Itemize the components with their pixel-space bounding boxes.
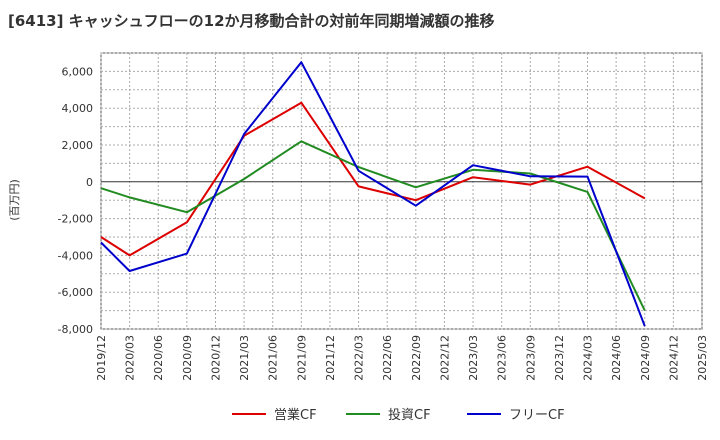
x-tick-label: 2025/03 [696,335,709,381]
series-line [100,140,646,312]
x-tick-label: 2022/03 [353,335,366,381]
legend-label: フリーCF [509,408,565,423]
x-tick-label: 2021/09 [295,335,308,381]
x-tick-label: 2023/03 [467,335,480,381]
series-lines [100,61,646,327]
x-tick-label: 2022/12 [438,335,451,381]
x-tick-label: 2024/12 [667,335,680,381]
x-tick-label: 2023/12 [553,335,566,381]
x-tick-label: 2024/03 [582,335,595,381]
y-axis-label: (百万円) [8,179,21,221]
x-tick-label: 2021/03 [238,335,251,381]
x-tick-label: 2020/06 [152,335,165,381]
series-line [100,61,646,327]
y-tick-label: 4,000 [62,102,94,115]
x-tick-label: 2022/09 [410,335,423,381]
legend: 営業CF 投資CF フリーCF [232,407,565,423]
y-tick-label: 2,000 [62,139,94,152]
y-tick-label: -2,000 [58,213,93,226]
y-tick-label: -4,000 [58,249,93,262]
x-tick-label: 2021/06 [267,335,280,381]
x-tick-label: 2024/06 [610,335,623,381]
x-tick-label: 2020/12 [209,335,222,381]
y-tick-label: -8,000 [58,323,93,336]
x-tick-label: 2023/06 [496,335,509,381]
x-tick-label: 2022/06 [381,335,394,381]
y-tick-label: -6,000 [58,286,93,299]
plot-frame [100,52,703,330]
x-tick-label: 2020/09 [181,335,194,381]
y-tick-label: 6,000 [62,65,94,78]
y-axis: -8,000 -6,000 -4,000 -2,000 0 2,000 4,000 6,000 [58,65,93,336]
y-tick-label: 0 [86,176,93,189]
x-tick-label: 2020/03 [124,335,137,381]
chart-title: [6413] キャッシュフローの12か月移動合計の対前年同期増減額の推移 [8,12,495,30]
x-tick-label: 2021/12 [324,335,337,381]
legend-label: 投資CF [388,407,431,423]
x-tick-label: 2019/12 [95,335,108,381]
legend-label: 営業CF [274,407,317,423]
x-tick-label: 2023/09 [524,335,537,381]
x-axis: 2019/12 2020/03 2020/06 2020/09 2020/12 2021/… [95,335,709,381]
x-tick-label: 2024/09 [639,335,652,381]
plot-area [100,52,703,330]
